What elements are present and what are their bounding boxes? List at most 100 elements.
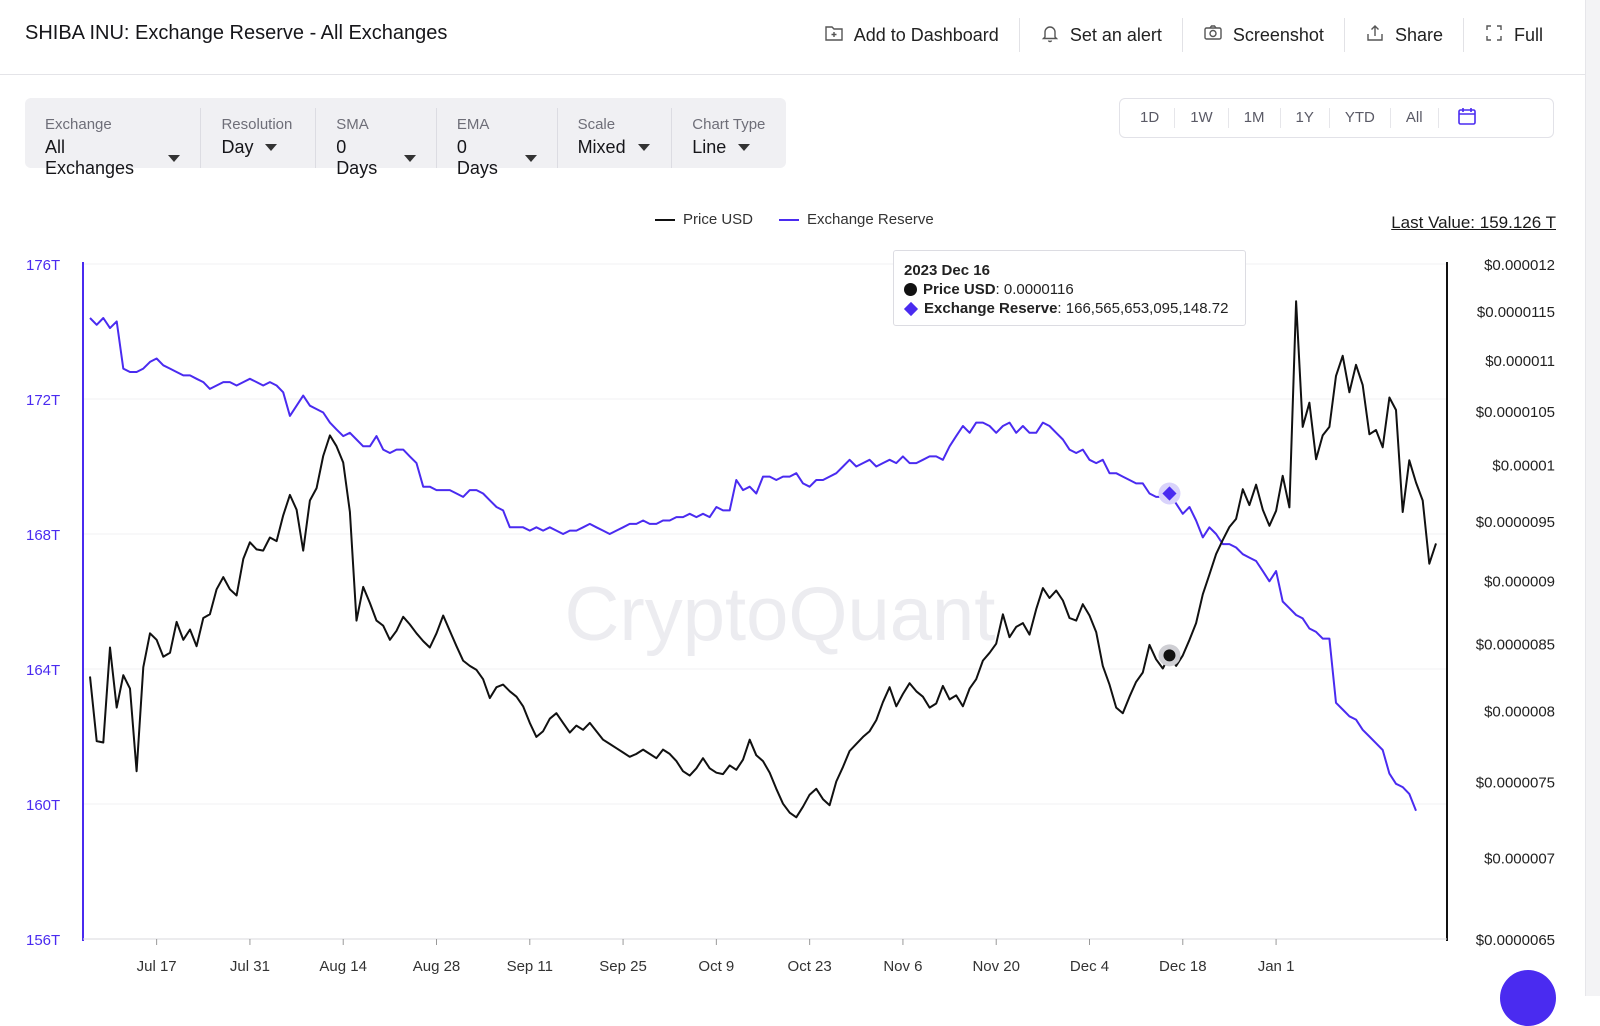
- tooltip-price-value: : 0.0000116: [995, 281, 1074, 298]
- add-to-dashboard-label: Add to Dashboard: [853, 24, 999, 45]
- scale-value: Mixed: [577, 137, 626, 157]
- right-tick-label: $0.000008: [1484, 703, 1555, 720]
- x-tick-label: Nov 20: [972, 958, 1020, 975]
- chevron-down-icon: [403, 154, 416, 162]
- chevron-down-icon: [265, 144, 278, 151]
- chat-button[interactable]: [1500, 970, 1556, 1026]
- right-tick-label: $0.0000065: [1476, 932, 1555, 949]
- bell-icon: [1040, 23, 1060, 48]
- x-tick-label: Oct 23: [788, 958, 832, 975]
- fullscreen-button[interactable]: Full: [1464, 18, 1543, 52]
- right-tick-label: $0.0000115: [1477, 304, 1555, 321]
- resolution-value: Day: [221, 137, 254, 157]
- ema-select[interactable]: EMA 0 Days: [437, 108, 558, 178]
- share-button[interactable]: Share: [1345, 18, 1464, 52]
- watermark-text: CryptoQuant: [565, 572, 996, 657]
- chart-type-value: Line: [692, 137, 727, 157]
- x-tick-label: Oct 9: [698, 958, 734, 975]
- tooltip-price-label: Price USD: [923, 281, 996, 298]
- left-tick-label: 168T: [26, 527, 60, 544]
- calendar-button[interactable]: [1439, 106, 1491, 131]
- x-tick-label: Dec 4: [1070, 958, 1109, 975]
- right-tick-label: $0.0000075: [1476, 774, 1555, 791]
- chart-legend: Price USD Exchange Reserve: [655, 211, 934, 228]
- resolution-label: Resolution: [221, 116, 293, 133]
- chart-type-select[interactable]: Chart Type Line: [672, 108, 786, 168]
- legend-reserve[interactable]: Exchange Reserve: [779, 211, 934, 228]
- tooltip-reserve-row: Exchange Reserve: 166,565,653,095,148.72: [903, 299, 1235, 318]
- right-tick-label: $0.0000105: [1476, 404, 1555, 421]
- x-tick-label: Dec 18: [1159, 958, 1207, 975]
- exchange-value: All Exchanges: [45, 137, 135, 178]
- right-tick-label: $0.000009: [1484, 574, 1555, 591]
- scale-select[interactable]: Scale Mixed: [558, 108, 673, 168]
- range-1w[interactable]: 1W: [1175, 108, 1229, 128]
- page-title: SHIBA INU: Exchange Reserve - All Exchan…: [25, 22, 448, 44]
- right-tick-label: $0.000012: [1484, 257, 1555, 274]
- chart-svg[interactable]: CryptoQuant 176T 172T 168T 164T 160T 156T $0.00…: [0, 240, 1585, 996]
- chevron-down-icon: [168, 154, 181, 162]
- right-tick-label: $0.000011: [1485, 353, 1555, 370]
- chart-controls: Exchange All Exchanges Resolution Day SM…: [25, 98, 786, 178]
- calendar-icon: [1457, 106, 1477, 131]
- legend-swatch-reserve: [779, 218, 800, 221]
- left-tick-label: 176T: [26, 257, 60, 274]
- left-tick-label: 160T: [26, 797, 60, 814]
- header-bar: SHIBA INU: Exchange Reserve - All Exchan…: [0, 0, 1585, 75]
- camera-icon: [1203, 23, 1223, 48]
- price-marker-icon: [904, 283, 917, 296]
- set-alert-button[interactable]: Set an alert: [1020, 18, 1183, 52]
- set-alert-label: Set an alert: [1069, 24, 1162, 45]
- chevron-down-icon: [738, 144, 751, 151]
- x-tick-label: Aug 14: [319, 958, 367, 975]
- x-tick-label: Sep 11: [507, 958, 553, 975]
- ema-value: 0 Days: [456, 137, 498, 178]
- x-tick-label: Jul 17: [137, 958, 177, 975]
- x-tick-label: Jul 31: [230, 958, 270, 975]
- last-value[interactable]: Last Value: 159.126 T: [1391, 213, 1556, 232]
- range-1m[interactable]: 1M: [1229, 108, 1281, 128]
- chevron-down-icon: [524, 154, 537, 162]
- tooltip-date: 2023 Dec 16: [904, 262, 990, 279]
- left-tick-label: 172T: [26, 392, 60, 409]
- tooltip-price-row: Price USD: 0.0000116: [904, 280, 1235, 299]
- chart-type-label: Chart Type: [692, 116, 766, 133]
- chevron-down-icon: [637, 144, 650, 151]
- tooltip-reserve-value: : 166,565,653,095,148.72: [1057, 300, 1229, 317]
- add-dashboard-icon: [824, 23, 844, 48]
- x-tick-label: Nov 6: [883, 958, 922, 975]
- x-tick-label: Sep 25: [599, 958, 647, 975]
- screenshot-button[interactable]: Screenshot: [1183, 18, 1345, 52]
- chart-tooltip: 2023 Dec 16 Price USD: 0.0000116 Exchang…: [893, 250, 1246, 326]
- right-tick-label: $0.0000095: [1476, 514, 1555, 531]
- sma-label: SMA: [336, 116, 369, 133]
- legend-price[interactable]: Price USD: [655, 211, 753, 228]
- legend-label-reserve: Exchange Reserve: [807, 211, 934, 228]
- left-tick-label: 156T: [26, 932, 60, 949]
- exchange-select[interactable]: Exchange All Exchanges: [25, 108, 202, 178]
- screenshot-label: Screenshot: [1232, 24, 1324, 45]
- page-scrollbar[interactable]: [1585, 0, 1600, 996]
- fullscreen-label: Full: [1513, 24, 1543, 45]
- range-selector: 1D 1W 1M 1Y YTD All: [1119, 98, 1554, 138]
- exchange-label: Exchange: [45, 116, 112, 133]
- range-all[interactable]: All: [1391, 108, 1439, 128]
- right-tick-label: $0.000007: [1484, 850, 1555, 867]
- resolution-select[interactable]: Resolution Day: [201, 108, 317, 168]
- fullscreen-icon: [1484, 23, 1504, 48]
- range-1d[interactable]: 1D: [1120, 108, 1176, 128]
- range-1y[interactable]: 1Y: [1281, 108, 1330, 128]
- range-ytd[interactable]: YTD: [1330, 108, 1391, 128]
- left-tick-label: 164T: [26, 662, 60, 679]
- legend-label-price: Price USD: [683, 211, 754, 228]
- series-line-exchange-reserve: [89, 317, 1417, 812]
- price-hover-point: [1163, 649, 1176, 662]
- right-tick-label: $0.00001: [1492, 458, 1555, 475]
- header-actions: Add to Dashboard Set an alert Screenshot…: [804, 0, 1543, 70]
- series-line-price-usd: [89, 300, 1437, 819]
- add-to-dashboard-button[interactable]: Add to Dashboard: [804, 18, 1020, 52]
- share-icon: [1365, 23, 1385, 48]
- sma-select[interactable]: SMA 0 Days: [316, 108, 437, 178]
- right-tick-label: $0.0000085: [1476, 637, 1555, 654]
- tooltip-reserve-label: Exchange Reserve: [924, 300, 1058, 317]
